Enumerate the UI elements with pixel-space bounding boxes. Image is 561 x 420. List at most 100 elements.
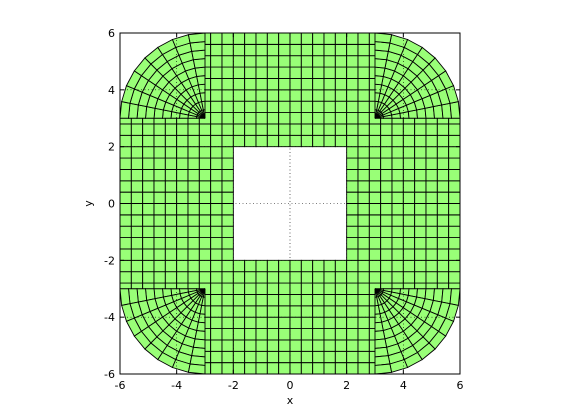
mesh-cell — [391, 248, 404, 261]
mesh-cell — [119, 214, 132, 227]
mesh-cell — [278, 100, 291, 114]
mesh-cell — [255, 32, 268, 45]
mesh-cell-corner — [374, 75, 384, 86]
mesh-cell — [244, 100, 257, 114]
mesh-cell — [153, 146, 166, 159]
mesh-cell — [198, 123, 212, 136]
mesh-cell — [176, 271, 189, 284]
mesh-cell — [164, 225, 178, 239]
mesh-cell — [334, 89, 348, 102]
mesh-cell — [221, 271, 234, 284]
mesh-cell — [323, 134, 336, 148]
mesh-cell — [142, 191, 155, 204]
mesh-cell — [289, 282, 302, 295]
mesh-cell — [142, 203, 155, 216]
mesh-cell — [176, 168, 189, 182]
mesh-cell — [414, 248, 427, 261]
mesh-cell — [368, 203, 382, 216]
mesh-cell — [142, 259, 155, 273]
mesh-cell — [142, 180, 155, 193]
mesh-cell — [357, 237, 370, 250]
mesh-cell-corner — [192, 58, 206, 69]
mesh-cell — [266, 362, 280, 375]
mesh-cell — [153, 225, 166, 239]
mesh-cell — [142, 248, 155, 261]
mesh-cell — [334, 32, 348, 45]
mesh-cell — [323, 282, 336, 295]
mesh-cell — [312, 66, 325, 79]
mesh-cell — [210, 134, 223, 148]
mesh-cell — [346, 203, 359, 216]
mesh-cell — [221, 293, 234, 307]
mesh-cell — [357, 180, 370, 193]
mesh-cell — [278, 123, 291, 136]
mesh-cell — [210, 78, 223, 91]
mesh-cell — [380, 146, 393, 159]
mesh-cell — [232, 78, 246, 91]
mesh-cell — [448, 146, 461, 159]
mesh-cell — [357, 350, 370, 364]
mesh-cell — [357, 78, 370, 91]
mesh-cell — [232, 328, 246, 341]
mesh-cell — [164, 237, 178, 250]
mesh-cell — [130, 134, 144, 148]
mesh-cell — [221, 305, 234, 318]
mesh-cell — [357, 214, 370, 227]
mesh-cell — [255, 339, 268, 352]
mesh-cell — [119, 168, 132, 182]
mesh-cell — [323, 66, 336, 79]
mesh-cell — [164, 191, 178, 204]
mesh-cell — [210, 362, 223, 375]
mesh-cell — [232, 339, 246, 352]
mesh-cell — [266, 32, 280, 45]
mesh-cell — [176, 225, 189, 239]
plot-area: -6 -4 -2 0 2 4 6 -6 -4 -2 0 2 4 6 — [104, 27, 463, 392]
mesh-cell — [255, 89, 268, 102]
x-tick-label: 0 — [287, 379, 294, 392]
mesh-cell — [164, 259, 178, 273]
mesh-cell — [153, 203, 166, 216]
mesh-cell — [448, 180, 461, 193]
mesh-cell — [142, 271, 155, 284]
mesh-cell — [436, 248, 450, 261]
mesh-cell — [289, 89, 302, 102]
mesh-cell — [448, 203, 461, 216]
mesh-cell — [221, 214, 234, 227]
mesh-cell — [153, 134, 166, 148]
mesh-cell — [346, 112, 359, 125]
mesh-cell — [119, 225, 132, 239]
mesh-cell — [380, 237, 393, 250]
mesh-cell — [164, 123, 178, 136]
mesh-cell — [255, 100, 268, 114]
mesh-layer — [119, 32, 461, 375]
mesh-cell — [142, 157, 155, 170]
mesh-cell — [357, 134, 370, 148]
mesh-cell — [402, 237, 416, 250]
mesh-cell — [119, 259, 132, 273]
mesh-cell — [153, 259, 166, 273]
mesh-cell — [312, 316, 325, 329]
mesh-cell — [232, 32, 246, 45]
mesh-cell — [221, 146, 234, 159]
mesh-cell — [357, 89, 370, 102]
mesh-cell — [187, 123, 200, 136]
mesh-cell — [221, 339, 234, 352]
mesh-cell — [391, 134, 404, 148]
mesh-cell — [198, 180, 212, 193]
mesh-cell — [210, 146, 223, 159]
y-tick-label: 2 — [108, 141, 115, 154]
mesh-cell — [210, 339, 223, 352]
mesh-cell — [153, 214, 166, 227]
mesh-cell — [357, 282, 370, 295]
mesh-cell-corner — [374, 83, 383, 94]
mesh-cell — [391, 259, 404, 273]
mesh-cell — [357, 123, 370, 136]
mesh-cell — [323, 350, 336, 364]
mesh-cell — [187, 237, 200, 250]
mesh-cell — [289, 362, 302, 375]
mesh-cell — [232, 112, 246, 125]
mesh-cell — [278, 32, 291, 45]
mesh-cell — [266, 89, 280, 102]
mesh-cell — [323, 55, 336, 68]
mesh-cell — [221, 225, 234, 239]
